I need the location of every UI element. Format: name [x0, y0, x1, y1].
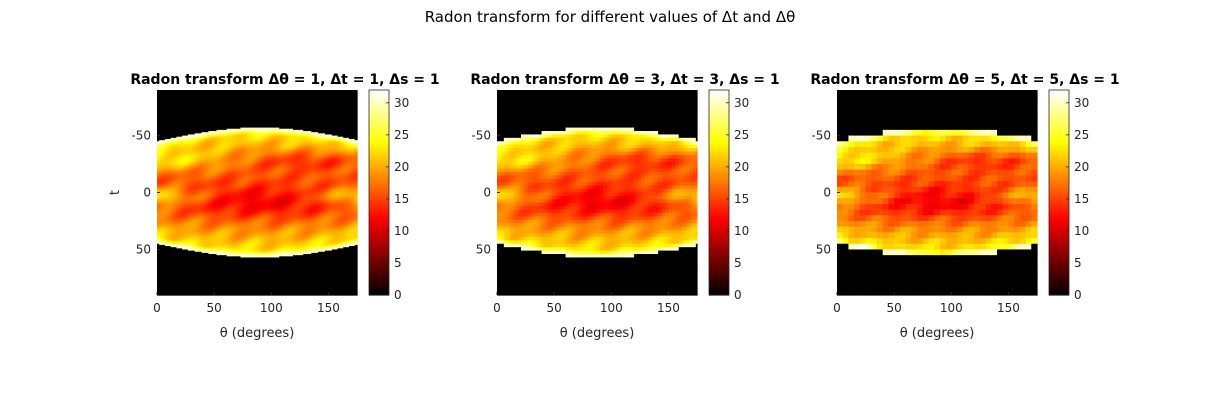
figure-title: Radon transform for different values of …: [425, 8, 796, 26]
heatmap-cells: [157, 90, 358, 296]
